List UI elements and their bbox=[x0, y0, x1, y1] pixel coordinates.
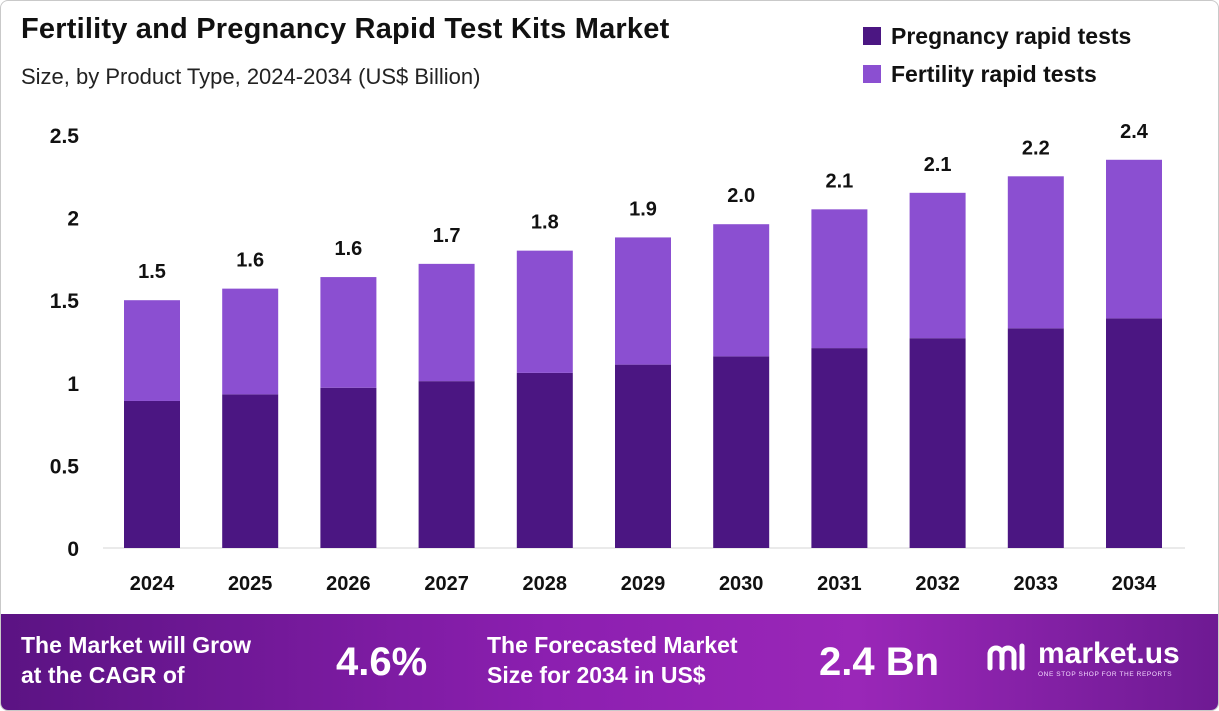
brand-text: market.us ONE STOP SHOP FOR THE REPORTS bbox=[1038, 636, 1180, 678]
bar-total-label: 2.1 bbox=[924, 154, 952, 176]
footer-banner: The Market will Grow at the CAGR of 4.6%… bbox=[1, 614, 1218, 710]
y-tick-label: 2 bbox=[67, 208, 79, 231]
bar-segment-pregnancy bbox=[516, 372, 573, 548]
cagr-caption-line2: at the CAGR of bbox=[21, 662, 185, 688]
x-tick-label: 2026 bbox=[326, 573, 371, 595]
legend-swatch-pregnancy bbox=[863, 27, 881, 45]
bar-segment-pregnancy bbox=[124, 400, 180, 548]
y-tick-label: 1.5 bbox=[50, 290, 80, 313]
x-tick-label: 2024 bbox=[130, 573, 175, 595]
y-tick-label: 2.5 bbox=[50, 125, 80, 148]
x-tick-label: 2032 bbox=[915, 573, 960, 595]
bar-total-label: 1.6 bbox=[334, 238, 362, 260]
chart-title: Fertility and Pregnancy Rapid Test Kits … bbox=[21, 13, 670, 45]
bar-total-label: 2.0 bbox=[727, 185, 755, 207]
bar-segment-fertility bbox=[1007, 176, 1064, 329]
x-tick-label: 2031 bbox=[817, 573, 862, 595]
bar-total-label: 1.9 bbox=[629, 198, 657, 220]
bar-segment-fertility bbox=[615, 237, 671, 365]
bar-segment-fertility bbox=[222, 288, 279, 395]
x-tick-label: 2030 bbox=[719, 573, 764, 595]
forecast-caption: The Forecasted Market Size for 2034 in U… bbox=[487, 630, 738, 690]
legend-item-pregnancy: Pregnancy rapid tests bbox=[863, 17, 1131, 55]
cagr-caption-line1: The Market will Grow bbox=[21, 632, 252, 658]
cagr-value: 4.6% bbox=[336, 640, 428, 684]
bar-segment-fertility bbox=[713, 224, 770, 357]
brand-tagline: ONE STOP SHOP FOR THE REPORTS bbox=[1038, 670, 1173, 678]
legend-swatch-fertility bbox=[863, 65, 881, 83]
bar-chart: 0 0.5 1 1.5 2 2.5 1.5 2024 1.6 2025 1.6 2026 1.7 2027… bbox=[50, 121, 1185, 595]
brand-logo: market.us ONE STOP SHOP FOR THE REPORTS bbox=[986, 638, 1180, 678]
bar-total-label: 1.6 bbox=[236, 250, 264, 272]
cagr-caption: The Market will Grow at the CAGR of bbox=[21, 630, 251, 690]
y-tick-label: 1 bbox=[67, 373, 79, 396]
forecast-caption-line1: The Forecasted Market bbox=[487, 632, 738, 658]
bar-total-label: 1.7 bbox=[433, 225, 461, 247]
bar-segment-pregnancy bbox=[909, 338, 966, 548]
bar-total-label: 1.5 bbox=[138, 261, 166, 283]
bar-segment-fertility bbox=[909, 192, 966, 339]
bar-segment-fertility bbox=[418, 263, 475, 382]
bar-segment-fertility bbox=[1106, 159, 1162, 319]
bar-segment-pregnancy bbox=[1106, 318, 1162, 548]
x-tick-label: 2034 bbox=[1112, 573, 1157, 595]
forecast-value: 2.4 Bn bbox=[819, 640, 940, 684]
legend-item-fertility: Fertility rapid tests bbox=[863, 55, 1131, 93]
x-tick-label: 2027 bbox=[424, 573, 469, 595]
brand-name: market.us bbox=[1038, 636, 1180, 670]
y-tick-label: 0 bbox=[67, 538, 79, 561]
x-tick-label: 2025 bbox=[228, 573, 273, 595]
bar-total-label: 2.2 bbox=[1022, 137, 1050, 159]
legend-label-fertility: Fertility rapid tests bbox=[891, 60, 1097, 87]
market-us-logo-icon bbox=[987, 643, 1025, 671]
legend: Pregnancy rapid tests Fertility rapid te… bbox=[863, 17, 1131, 93]
x-tick-label: 2033 bbox=[1014, 573, 1059, 595]
bar-total-label: 2.1 bbox=[825, 170, 853, 192]
bar-segment-fertility bbox=[320, 277, 377, 388]
bar-segment-pregnancy bbox=[615, 364, 671, 548]
bar-segment-fertility bbox=[516, 250, 573, 373]
bar-segment-pregnancy bbox=[1007, 328, 1064, 548]
bar-segment-pregnancy bbox=[320, 387, 377, 548]
bar-total-label: 1.8 bbox=[531, 212, 559, 234]
x-tick-label: 2029 bbox=[621, 573, 666, 595]
bar-segment-pregnancy bbox=[418, 381, 475, 548]
x-tick-label: 2028 bbox=[523, 573, 568, 595]
forecast-caption-line2: Size for 2034 in US$ bbox=[487, 662, 706, 688]
bar-total-label: 2.4 bbox=[1120, 121, 1149, 143]
bar-segment-pregnancy bbox=[222, 394, 279, 548]
bar-segment-fertility bbox=[811, 209, 868, 349]
legend-label-pregnancy: Pregnancy rapid tests bbox=[891, 22, 1132, 49]
chart-subtitle: Size, by Product Type, 2024-2034 (US$ Bi… bbox=[21, 64, 481, 89]
y-tick-label: 0.5 bbox=[50, 455, 80, 478]
bar-segment-fertility bbox=[124, 300, 180, 401]
bar-segment-pregnancy bbox=[811, 348, 868, 548]
bar-segment-pregnancy bbox=[713, 356, 770, 548]
